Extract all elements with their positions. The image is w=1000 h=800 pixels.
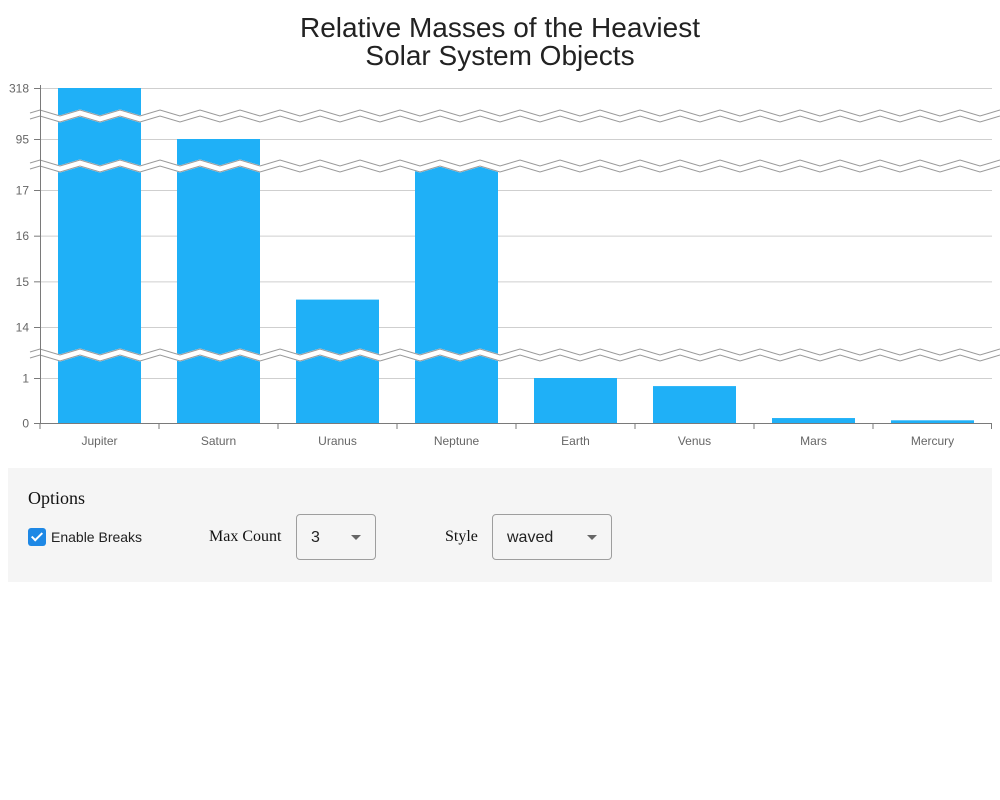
bar-neptune	[415, 166, 498, 423]
x-tick-label: Earth	[561, 434, 590, 448]
max-count-value: 3	[311, 529, 320, 546]
options-title: Options	[28, 488, 86, 508]
enable-breaks-label: Enable Breaks	[51, 529, 143, 545]
y-tick-label: 17	[16, 184, 30, 198]
y-tick-label: 15	[16, 275, 30, 289]
chart-title-line-1: Relative Masses of the Heaviest	[300, 12, 700, 43]
axis-break-line	[29, 159, 1000, 167]
checkbox-checked-icon[interactable]	[28, 528, 46, 546]
y-tick-label: 318	[9, 82, 29, 96]
axis-breaks	[28, 109, 1000, 362]
caret-down-icon	[587, 535, 597, 540]
style-value: waved	[507, 529, 554, 546]
x-tick-label: Neptune	[434, 434, 480, 448]
axis-break-line	[29, 115, 1000, 123]
bar-mars	[772, 418, 855, 423]
style-select[interactable]: waved	[492, 514, 612, 560]
x-tick-label: Uranus	[318, 434, 357, 448]
x-tick-label: Mars	[800, 434, 827, 448]
y-tick-label: 95	[16, 133, 30, 147]
axis-break-mask	[28, 348, 1000, 362]
y-tick-label: 0	[22, 417, 29, 431]
bar-saturn	[177, 139, 260, 423]
x-tick-label: Mercury	[911, 434, 954, 448]
y-tick-label: 16	[16, 229, 30, 243]
x-tick-label: Venus	[678, 434, 711, 448]
axis-break-line	[29, 348, 1000, 356]
y-tick-label: 1	[22, 372, 29, 386]
bar-venus	[653, 386, 736, 423]
bars	[58, 88, 974, 423]
bar-uranus	[296, 299, 379, 423]
max-count-select[interactable]: 3	[296, 514, 376, 560]
bar-jupiter	[58, 88, 141, 423]
caret-down-icon	[351, 535, 361, 540]
axis-break-mask	[28, 159, 1000, 173]
bar-earth	[534, 378, 617, 423]
y-tick-label: 14	[16, 321, 30, 335]
bar-chart: Relative Masses of the Heaviest Solar Sy…	[9, 12, 1000, 449]
axis-break-mask	[28, 109, 1000, 123]
bar-mercury	[891, 420, 974, 423]
chart-title-line-2: Solar System Objects	[365, 40, 634, 71]
x-tick-label: Jupiter	[81, 434, 117, 448]
axis-break-line	[29, 109, 1000, 117]
enable-breaks-toggle[interactable]: Enable Breaks	[28, 528, 142, 546]
x-tick-label: Saturn	[201, 434, 236, 448]
axis-labels: 0 1 14 15 16 17 95 318 Jupiter Saturn Uranus Neptun…	[9, 82, 954, 449]
style-label: Style	[445, 528, 478, 545]
axis-break-line	[29, 165, 1000, 173]
axes	[34, 85, 992, 429]
max-count-label: Max Count	[209, 528, 282, 545]
axis-break-line	[29, 354, 1000, 362]
options-panel: Options Enable Breaks Max Count 3 Style …	[8, 468, 992, 582]
